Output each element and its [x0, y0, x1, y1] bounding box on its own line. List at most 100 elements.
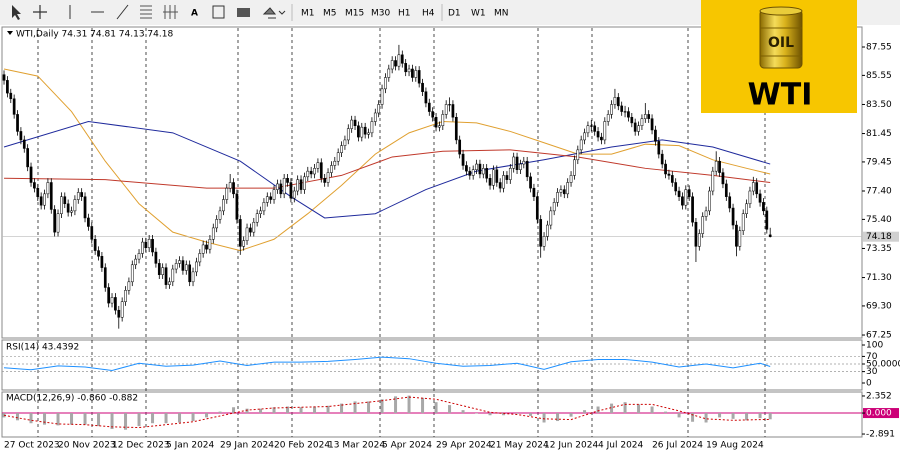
candle-body [363, 126, 367, 135]
candle-body [360, 126, 364, 138]
candle-body [606, 114, 610, 122]
timeframe[interactable]: W1 [471, 9, 486, 19]
y-tick-label: 30 [866, 367, 878, 377]
y-tick-label: 69.30 [866, 301, 892, 311]
plot: 87.55 85.55 83.50 81.45 79.45 77.40 75.40 73.35… [2, 28, 900, 451]
candle-body [485, 168, 489, 179]
candle-body [90, 226, 94, 240]
main-legend: WTI,Daily 74.31 74.81 74.13 74.18 [16, 30, 173, 40]
candle-body [768, 234, 772, 237]
histogram-bar [313, 406, 317, 414]
histogram-bar [272, 407, 276, 414]
candle-body [262, 202, 266, 212]
candle-body [724, 183, 728, 197]
candle-body [29, 166, 33, 183]
candle-body [549, 210, 553, 226]
candle-body [147, 239, 151, 249]
candle-body [657, 141, 661, 155]
candle-body [465, 165, 468, 172]
x-tick-label: 12 Jun 2024 [544, 441, 598, 451]
candle-body [397, 54, 401, 67]
candle-body [184, 264, 188, 271]
timeframe[interactable]: MN [494, 9, 509, 19]
candle-body [340, 145, 343, 153]
histogram-bar [394, 396, 398, 414]
y-tick-label: 81.45 [866, 129, 892, 139]
timeframe[interactable]: M30 [371, 9, 390, 19]
candle-body [141, 241, 144, 254]
trendline-tool[interactable] [116, 4, 129, 20]
histogram-bar [326, 405, 330, 414]
candle-body [350, 119, 354, 129]
arrows-tool[interactable] [262, 7, 277, 19]
timeframe[interactable]: M5 [323, 9, 337, 19]
fibo-tool[interactable] [140, 5, 152, 19]
histogram-bar [434, 402, 438, 414]
candle-body [691, 196, 694, 223]
candle-body [60, 196, 63, 214]
candle-body [80, 192, 84, 197]
timeframe[interactable]: D1 [448, 9, 461, 19]
x-tick-label: 20 Feb 2024 [274, 441, 330, 451]
candle-body [188, 264, 192, 283]
crosshair-tool[interactable] [33, 5, 47, 19]
candle-body [660, 153, 664, 165]
candle-body [245, 227, 249, 241]
candle-body [758, 193, 762, 203]
candle-body [735, 224, 738, 247]
candle-body [137, 253, 141, 260]
candle-body [650, 118, 654, 131]
dropdown[interactable] [278, 10, 286, 15]
y-tick-label: 0.000 [866, 409, 892, 419]
candle-body [9, 92, 13, 100]
candle-body [225, 187, 229, 200]
candle-body [319, 162, 323, 179]
candle-body [330, 165, 333, 173]
label-tool[interactable] [212, 5, 225, 19]
histogram-bar [475, 413, 479, 414]
timeframe[interactable]: M15 [345, 9, 364, 19]
price-label-bg [863, 231, 899, 242]
candle-body [630, 116, 634, 124]
candle-body [292, 190, 296, 199]
candle-body [451, 104, 455, 118]
histogram-bar [97, 413, 101, 427]
histogram-bar [178, 413, 182, 423]
candle-body [738, 230, 742, 247]
histogram-bar [164, 413, 168, 424]
candle-body [610, 104, 613, 115]
timeframe[interactable]: M1 [301, 9, 315, 19]
candle-body [211, 227, 215, 240]
logo-title: WTI [748, 78, 813, 113]
candle-body [205, 244, 208, 250]
candle-body [755, 182, 759, 195]
histogram-bar [596, 406, 600, 414]
histogram-bar [83, 413, 87, 425]
candle-body [751, 182, 755, 192]
candle-body [400, 54, 404, 64]
x-tick-label: 19 Aug 2024 [706, 441, 764, 451]
channel-tool[interactable] [163, 5, 178, 19]
candle-body [519, 163, 522, 170]
candle-body [97, 250, 100, 257]
candle-body [687, 189, 691, 197]
candle-body [596, 131, 600, 138]
histogram-bar [124, 413, 128, 430]
candle-body [508, 168, 512, 180]
text-tool[interactable]: A [191, 9, 198, 19]
candle-body [731, 207, 735, 226]
candle-body [19, 131, 23, 141]
candle-body [201, 244, 205, 254]
timeframe[interactable]: H4 [422, 9, 435, 19]
timeframe[interactable]: H1 [398, 9, 411, 19]
cursor-tool[interactable] [12, 5, 21, 20]
shape-tool[interactable] [237, 8, 250, 17]
x-tick-label: 12 Dec 2023 [112, 441, 170, 451]
candle-body [748, 190, 752, 205]
candle-body [502, 175, 505, 189]
candle-body [195, 261, 198, 273]
rsi-panel [1, 339, 863, 391]
y-tick-label: 71.30 [866, 273, 892, 283]
